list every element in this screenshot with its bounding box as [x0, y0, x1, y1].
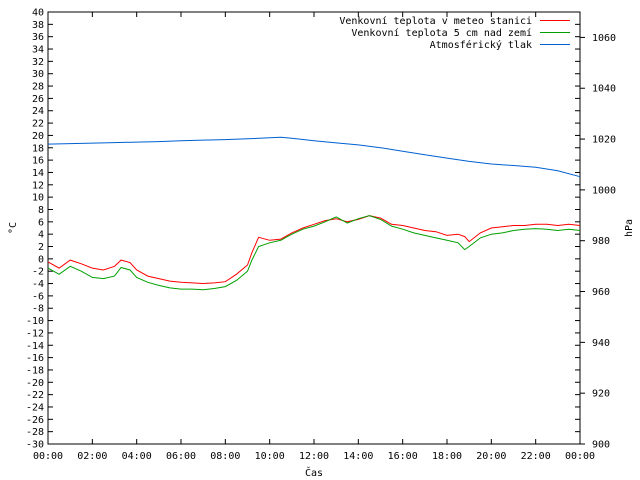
y-tick-label: 18: [32, 143, 44, 154]
y-tick-label: 16: [32, 156, 44, 167]
x-tick-label: 00:00: [33, 451, 63, 462]
y-tick-label: -16: [26, 353, 44, 364]
y-tick-label: 22: [32, 119, 44, 130]
x-tick-label: 20:00: [476, 451, 506, 462]
x-tick-label: 08:00: [210, 451, 240, 462]
y-tick-label: -20: [26, 378, 44, 389]
x-tick-label: 02:00: [77, 451, 107, 462]
x-tick-label: 06:00: [166, 451, 196, 462]
y-tick-label: -12: [26, 328, 44, 339]
y-tick-label: 30: [32, 69, 44, 80]
series-line-1: [47, 215, 581, 285]
x-tick-label: 14:00: [343, 451, 373, 462]
legend-label-2: Venkovní teplota 5 cm nad zemí: [351, 27, 532, 39]
y-tick-label: 8: [38, 205, 44, 216]
x-axis: 00:00 02:00 04:00 06:00 08:00 10:00 12:00 14:00…: [33, 12, 595, 462]
series-lines: [47, 136, 581, 291]
x-tick-label: 18:00: [432, 451, 462, 462]
series-line-3: [47, 136, 581, 178]
x-tick-label: 00:00: [565, 451, 595, 462]
y2-tick-label: 920: [592, 389, 610, 400]
y-axis-label: °C: [8, 222, 19, 234]
y-tick-label: -30: [26, 440, 44, 451]
y2-tick-label: 1040: [592, 84, 616, 95]
y-tick-label: 6: [38, 217, 44, 228]
y-tick-label: 34: [32, 45, 44, 56]
y-tick-label: 14: [32, 168, 44, 179]
y-tick-label: 4: [38, 230, 44, 241]
x-tick-label: 10:00: [255, 451, 285, 462]
y-tick-label: 20: [32, 131, 44, 142]
y2-tick-label: 980: [592, 236, 610, 247]
y2-tick-label: 1020: [592, 135, 616, 146]
y2-tick-label: 1060: [592, 33, 616, 44]
y-tick-label: 26: [32, 94, 44, 105]
y-tick-label: 12: [32, 180, 44, 191]
y-tick-label: -10: [26, 316, 44, 327]
y-tick-label: 10: [32, 193, 44, 204]
y-tick-label: -24: [26, 402, 44, 413]
y-tick-label: -28: [26, 427, 44, 438]
y-axis-right: 1060 1040 1020 1000 980 960 940 920 900: [580, 33, 616, 451]
plot-frame: [47, 11, 581, 445]
y2-tick-label: 960: [592, 287, 610, 298]
x-axis-label: Čas: [305, 466, 323, 479]
y-tick-label: -2: [32, 267, 44, 278]
legend-label-3: Atmosférický tlak: [430, 39, 532, 51]
y-tick-label: 36: [32, 32, 44, 43]
x-tick-label: 12:00: [299, 451, 329, 462]
y-axis-left: 4038363432302826242220181614121086420-2-…: [26, 8, 580, 451]
y-tick-label: 2: [38, 242, 44, 253]
y-tick-label: 28: [32, 82, 44, 93]
y-tick-label: 40: [32, 8, 44, 19]
y-tick-label: 32: [32, 57, 44, 68]
y-tick-label: -4: [32, 279, 44, 290]
y2-tick-label: 1000: [592, 185, 616, 196]
x-tick-label: 16:00: [388, 451, 418, 462]
x-tick-label: 22:00: [521, 451, 551, 462]
y-tick-label: -18: [26, 365, 44, 376]
y-tick-label: -22: [26, 390, 44, 401]
y-tick-label: -26: [26, 415, 44, 426]
y-tick-label: -14: [26, 341, 44, 352]
y-tick-label: 0: [38, 254, 44, 265]
x-tick-label: 04:00: [122, 451, 152, 462]
legend-label-1: Venkovní teplota v meteo stanici: [339, 15, 532, 27]
y-tick-label: -8: [32, 304, 44, 315]
series-line-2: [47, 215, 581, 291]
y-tick-label: 38: [32, 20, 44, 31]
legend: Venkovní teplota v meteo staniciVenkovní…: [339, 15, 570, 51]
y2-axis-label: hPa: [624, 219, 635, 237]
y2-tick-label: 900: [592, 440, 610, 451]
y-tick-label: -6: [32, 291, 44, 302]
y-tick-label: 24: [32, 106, 44, 117]
y2-tick-label: 940: [592, 338, 610, 349]
